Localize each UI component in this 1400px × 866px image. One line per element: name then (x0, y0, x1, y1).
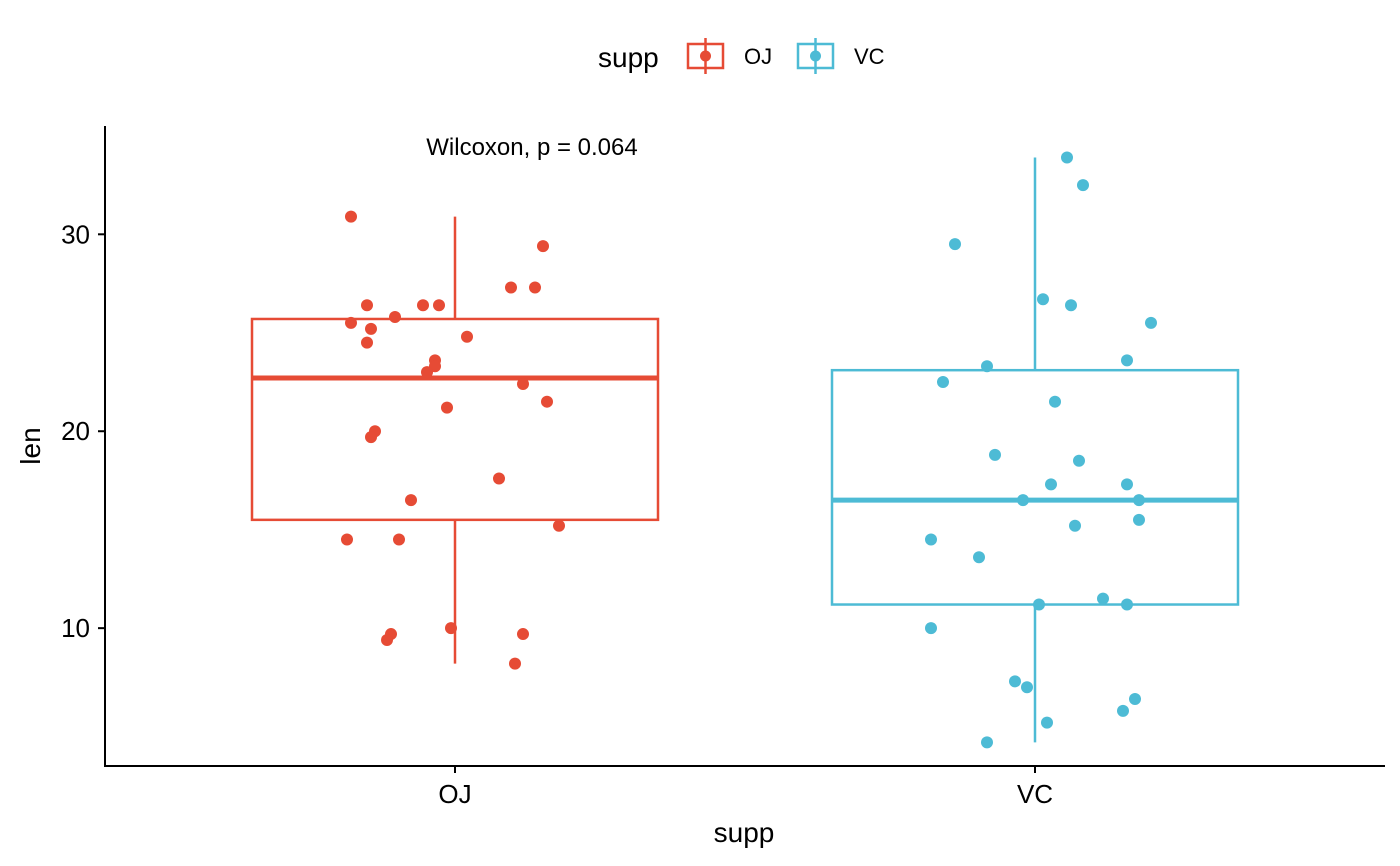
vc-data-point (1121, 598, 1133, 611)
y-tick-label: 20 (61, 416, 90, 446)
y-ticks: 10 20 30 (61, 219, 105, 643)
vc-data-point (1009, 675, 1021, 688)
oj-data-point (537, 240, 549, 253)
x-tick-label: OJ (438, 779, 471, 809)
oj-data-point (345, 316, 357, 329)
oj-data-point (421, 366, 433, 379)
oj-data-point (445, 622, 457, 635)
vc-data-point (1021, 681, 1033, 694)
oj-data-point (541, 395, 553, 408)
oj-data-point (529, 281, 541, 294)
vc-data-point (1077, 179, 1089, 192)
oj-data-point (509, 657, 521, 670)
legend-item-vc: VC (796, 38, 885, 74)
legend-title: supp (598, 42, 659, 73)
oj-data-point (441, 401, 453, 414)
vc-data-point (1133, 513, 1145, 526)
oj-data-point (341, 533, 353, 546)
oj-data-point (553, 519, 565, 532)
vc-data-point (1041, 716, 1053, 729)
oj-data-point (505, 281, 517, 294)
vc-data-point (1145, 316, 1157, 329)
vc-data-point (1049, 395, 1061, 408)
vc-data-point (1073, 454, 1085, 467)
legend-items: OJ VC (686, 38, 885, 74)
vc-data-point (981, 736, 993, 749)
vc-data-point (925, 622, 937, 635)
legend-key-point (700, 50, 711, 62)
vc-data-point (981, 360, 993, 373)
vc-data-point (1121, 478, 1133, 491)
vc-data-point (1017, 494, 1029, 507)
vc-data-point (989, 448, 1001, 461)
oj-data-point (365, 322, 377, 335)
oj-data-point (517, 377, 529, 390)
x-ticks: OJ VC (438, 766, 1053, 809)
box-layer (250, 157, 1240, 743)
vc-data-point (1129, 693, 1141, 706)
vc-data-point (1065, 299, 1077, 312)
vc-data-point (1117, 704, 1129, 717)
oj-data-point (517, 628, 529, 641)
oj-data-point (361, 336, 373, 349)
oj-data-point (361, 299, 373, 312)
vc-data-point (1061, 151, 1073, 164)
oj-data-point (461, 330, 473, 343)
oj-data-point (381, 633, 393, 646)
vc-data-point (973, 551, 985, 564)
vc-data-point (1033, 598, 1045, 611)
oj-data-point (345, 210, 357, 223)
oj-data-point (417, 299, 429, 312)
vc-data-point (1121, 354, 1133, 367)
legend-label-oj: OJ (744, 44, 772, 69)
point-layer (341, 151, 1157, 749)
oj-data-point (405, 494, 417, 507)
vc-data-point (1069, 519, 1081, 532)
y-tick-label: 30 (61, 219, 90, 249)
oj-data-point (389, 311, 401, 324)
vc-data-point (937, 376, 949, 388)
oj-data-point (493, 472, 505, 485)
legend-key-point (810, 50, 821, 62)
x-tick-label: VC (1017, 779, 1053, 809)
oj-data-point (365, 431, 377, 444)
vc-data-point (1045, 478, 1057, 491)
y-tick-label: 10 (61, 613, 90, 643)
vc-data-point (1037, 293, 1049, 306)
x-axis-title: supp (714, 817, 775, 848)
vc-data-point (925, 533, 937, 546)
oj-data-point (393, 533, 405, 546)
y-axis-title: len (15, 427, 46, 464)
oj-box (250, 317, 660, 522)
vc-data-point (1097, 592, 1109, 605)
wilcoxon-annotation: Wilcoxon, p = 0.064 (426, 134, 637, 161)
legend-label-vc: VC (854, 44, 885, 69)
oj-data-point (433, 299, 445, 312)
vc-data-point (1133, 494, 1145, 507)
vc-box (830, 368, 1240, 606)
vc-data-point (949, 238, 961, 251)
legend: supp OJ VC (598, 38, 885, 74)
legend-item-oj: OJ (686, 38, 772, 74)
